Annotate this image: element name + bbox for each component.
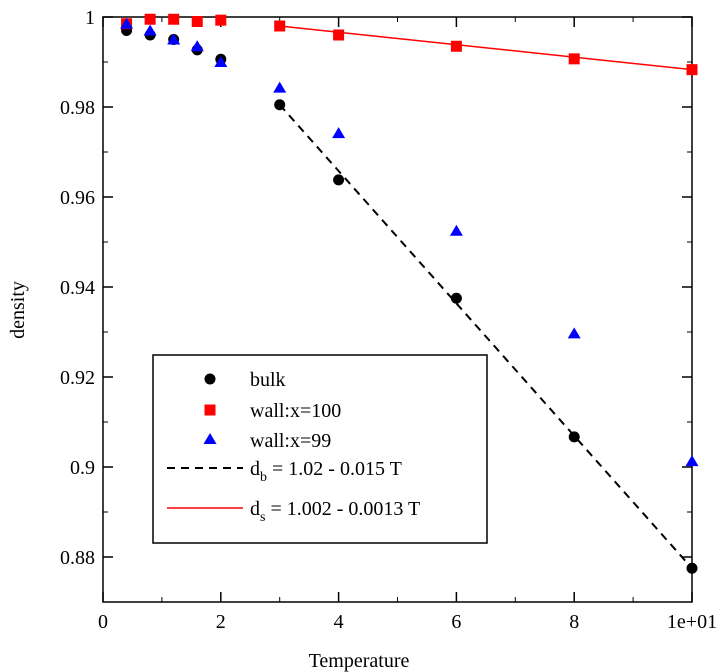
y-tick-label: 0.92	[60, 367, 95, 389]
legend-label-wall-100: wall:x=100	[250, 400, 341, 422]
legend-label-bulk: bulk	[250, 369, 286, 391]
point-wall-100	[191, 16, 203, 27]
point-wall-99	[143, 24, 157, 36]
point-wall-100	[274, 20, 286, 32]
y-tick-label: 0.98	[60, 97, 95, 119]
point-bulk	[568, 431, 580, 443]
legend-box	[152, 354, 488, 544]
legend-label-fit-bulk: db = 1.02 - 0.015 T	[250, 458, 402, 485]
legend-marker-wall-99	[203, 433, 217, 444]
legend: bulk wall:x=100 wall:x=99 db = 1.02 - 0.…	[152, 354, 488, 544]
x-tick-label: 6	[451, 611, 461, 633]
point-wall-100	[144, 13, 156, 25]
y-tick-label: 0.94	[60, 277, 95, 299]
y-tick-label: 0.96	[60, 187, 95, 209]
point-wall-99	[120, 17, 134, 29]
legend-fit-bulk-main: d	[250, 458, 260, 480]
point-wall-100	[333, 29, 345, 41]
x-tick-label: 2	[216, 611, 226, 633]
data-points	[120, 13, 699, 574]
tick-labels: 0 2 4 6 8 1e+01 0.88 0.9 0.92 0.94 0.96 0.98 1	[60, 7, 717, 633]
point-wall-99	[567, 327, 581, 339]
point-wall-99	[332, 127, 346, 139]
y-tick-label: 0.88	[60, 547, 95, 569]
legend-fit-bulk-rest: = 1.02 - 0.015 T	[267, 458, 402, 480]
fit-lines	[278, 25, 693, 569]
y-axis-label: density	[7, 281, 29, 339]
point-wall-99	[190, 40, 204, 52]
point-wall-99	[449, 224, 463, 236]
fit-line-surface	[279, 25, 693, 71]
legend-label-fit-surface: ds = 1.002 - 0.0013 T	[250, 498, 420, 525]
y-tick-label: 0.9	[70, 457, 95, 479]
legend-label-wall-99: wall:x=99	[250, 430, 331, 452]
x-tick-label: 8	[569, 611, 579, 633]
point-bulk	[450, 292, 462, 304]
point-wall-99	[167, 33, 181, 45]
point-wall-99	[214, 56, 228, 67]
point-wall-100	[450, 40, 462, 52]
point-wall-100	[568, 53, 580, 65]
x-axis-label: Temperature	[309, 650, 410, 672]
fit-line-bulk	[278, 104, 693, 569]
x-tick-label: 1e+01	[667, 611, 717, 633]
point-wall-100	[686, 64, 698, 76]
point-wall-99	[685, 455, 699, 467]
point-wall-100	[168, 13, 180, 25]
point-wall-99	[273, 81, 287, 93]
legend-marker-wall-100	[204, 404, 216, 416]
point-bulk	[333, 174, 345, 186]
legend-fit-surface-sub: s	[260, 510, 265, 525]
x-tick-label: 4	[334, 611, 344, 633]
legend-marker-bulk	[204, 373, 216, 385]
legend-fit-surface-main: d	[250, 498, 260, 520]
legend-fit-surface-rest: = 1.002 - 0.0013 T	[265, 498, 420, 520]
point-bulk	[274, 99, 286, 111]
legend-fit-bulk-sub: b	[260, 470, 267, 485]
y-tick-label: 1	[85, 7, 95, 29]
point-wall-100	[215, 14, 227, 26]
point-bulk	[686, 562, 698, 574]
x-tick-label: 0	[98, 611, 108, 633]
